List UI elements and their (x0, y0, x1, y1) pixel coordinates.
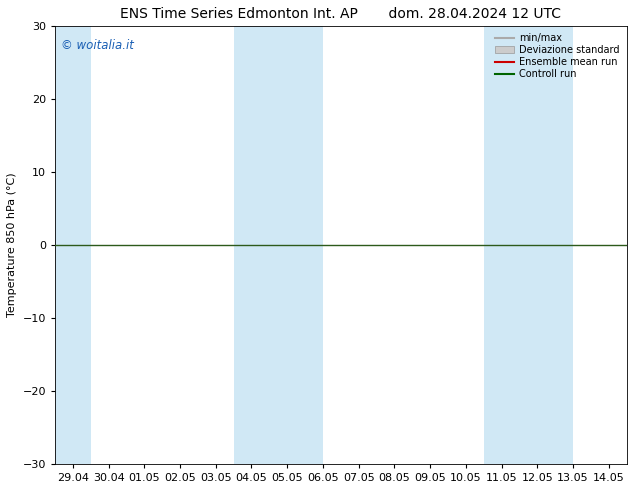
Text: © woitalia.it: © woitalia.it (61, 39, 134, 52)
Y-axis label: Temperature 850 hPa (°C): Temperature 850 hPa (°C) (7, 173, 17, 318)
Bar (484, 26, 573, 464)
Bar (55, 26, 91, 464)
Bar (233, 26, 323, 464)
Legend: min/max, Deviazione standard, Ensemble mean run, Controll run: min/max, Deviazione standard, Ensemble m… (493, 31, 622, 81)
Title: ENS Time Series Edmonton Int. AP       dom. 28.04.2024 12 UTC: ENS Time Series Edmonton Int. AP dom. 28… (120, 7, 561, 21)
